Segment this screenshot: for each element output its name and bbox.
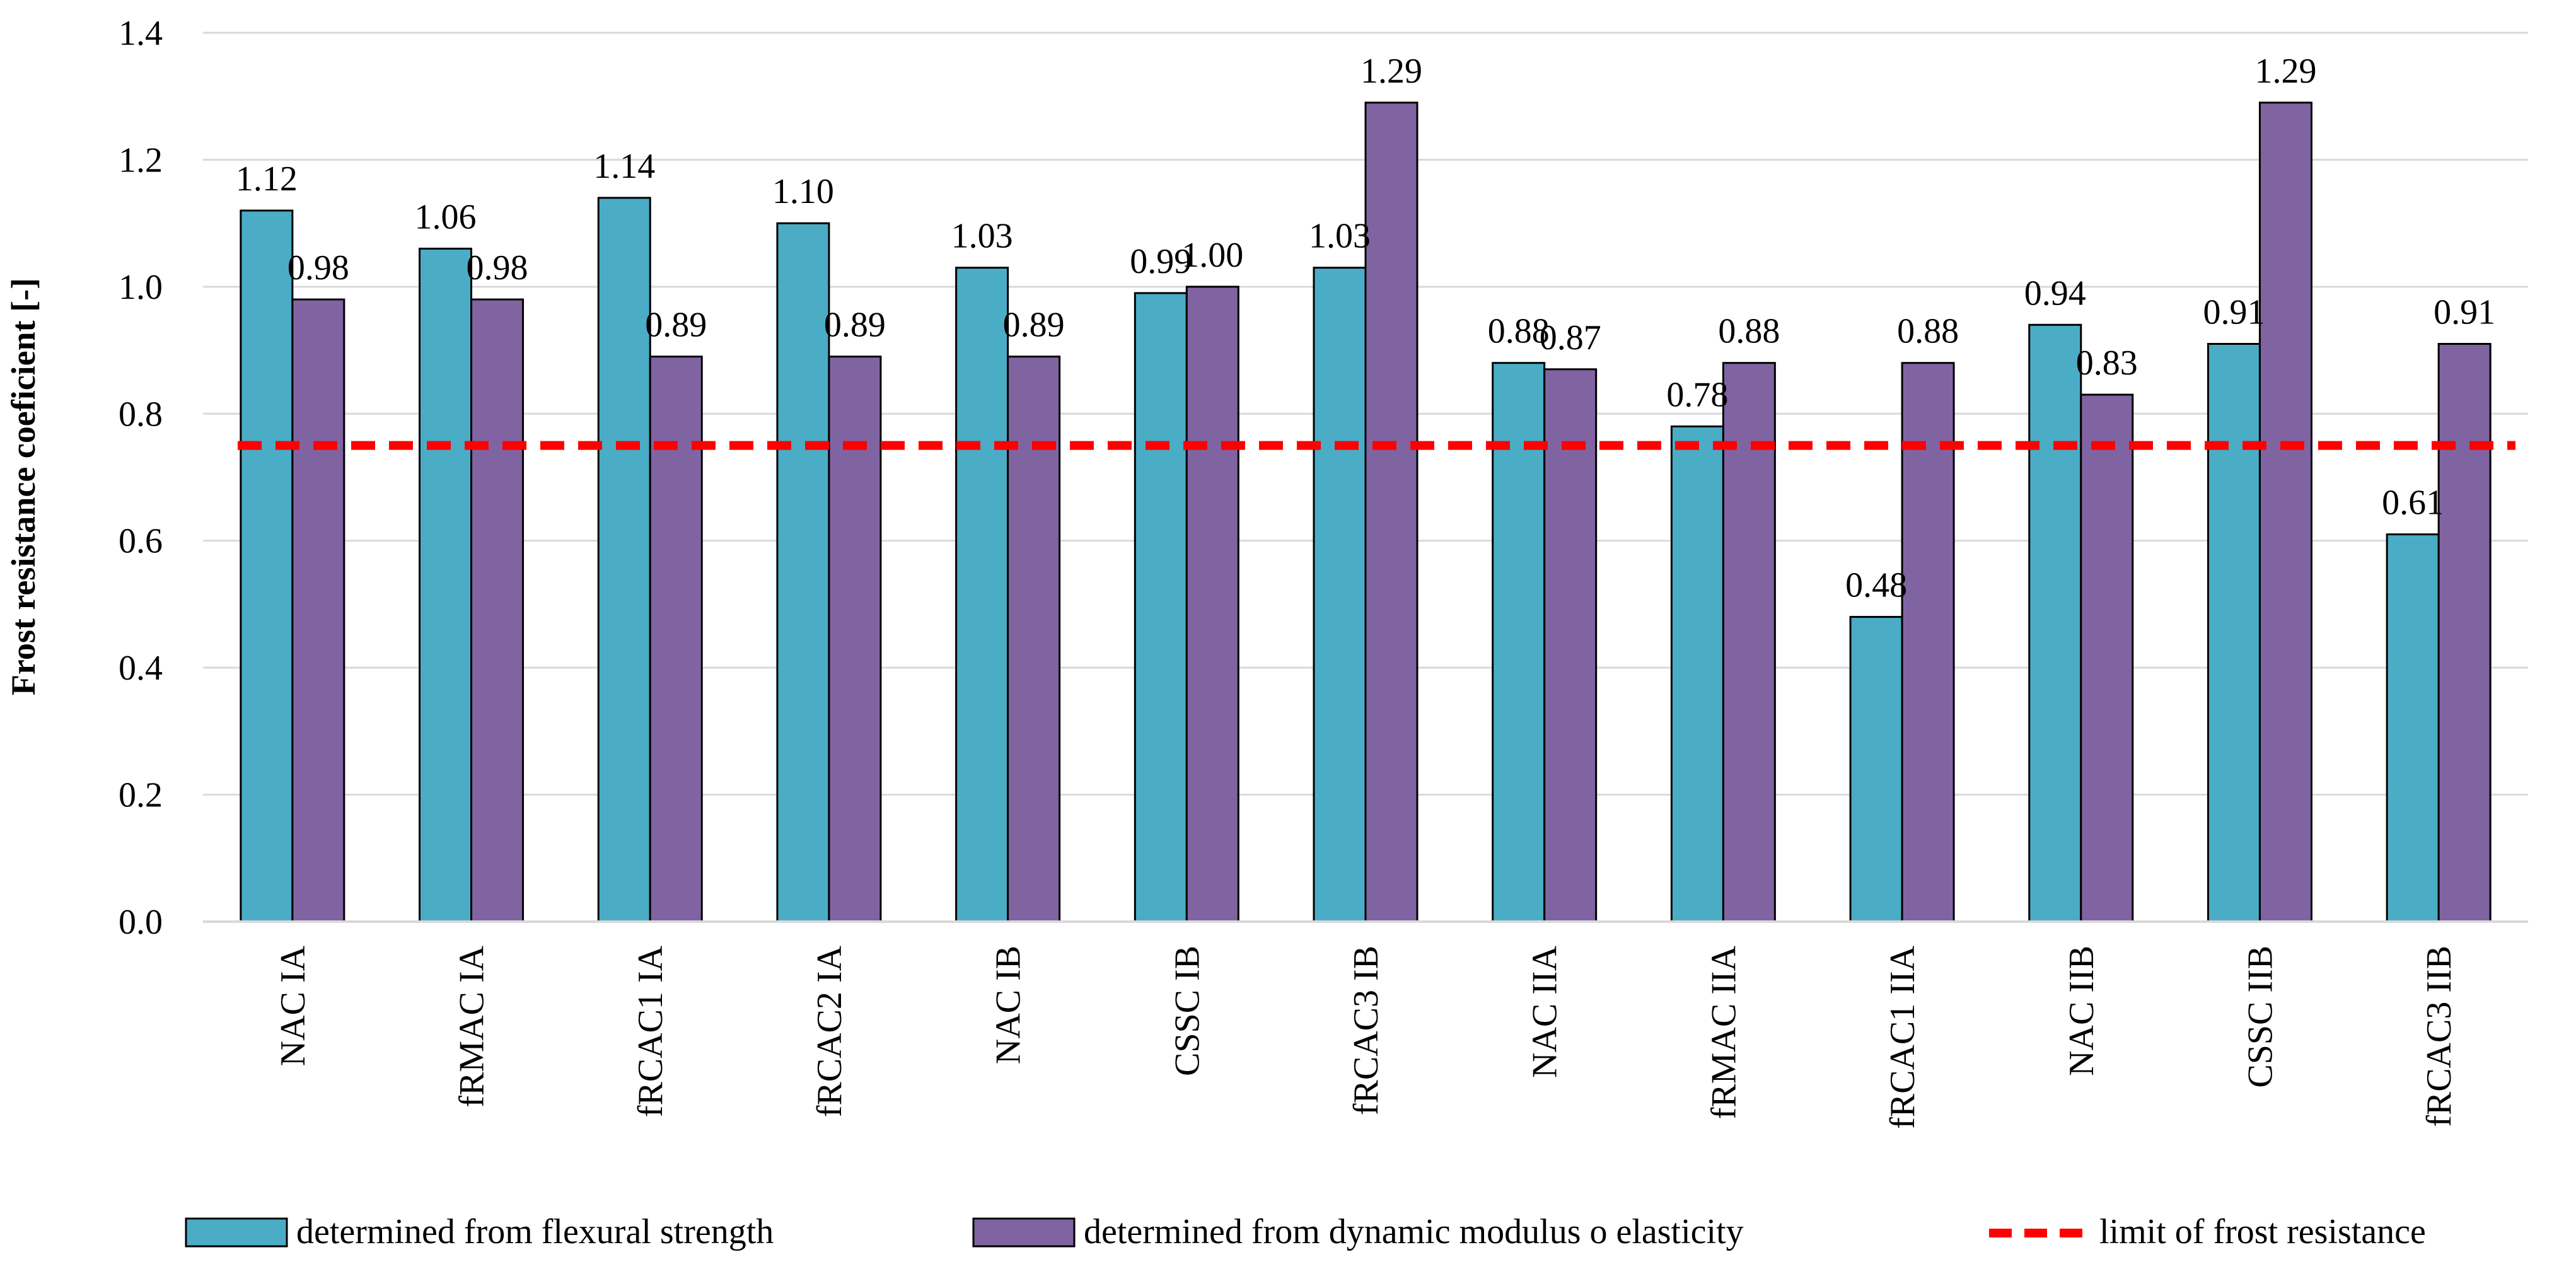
- data-label-flexural: 1.03: [951, 217, 1013, 256]
- data-label-flexural: 0.91: [2203, 293, 2265, 332]
- bar-dynamic: [2258, 101, 2312, 923]
- bar-flexural: [2028, 323, 2082, 923]
- y-tick-label: 1.4: [119, 14, 163, 53]
- x-tick-label: fRCAC2 IA: [810, 945, 849, 1117]
- data-label-flexural: 1.06: [415, 197, 477, 236]
- bar-dynamic: [1543, 368, 1598, 923]
- bar-dynamic: [1185, 286, 1239, 923]
- bar-dynamic: [828, 356, 882, 923]
- data-label-flexural: 1.12: [236, 159, 298, 199]
- data-label-dynamic: 0.88: [1718, 312, 1780, 351]
- bar-flexural: [1313, 267, 1367, 923]
- data-label-flexural: 0.99: [1130, 242, 1192, 281]
- y-axis-ticks: 0.0 0.2 0.4 0.6 0.8 1.0 1.2 1.4: [119, 14, 163, 942]
- bar-dynamic: [2080, 393, 2134, 923]
- bar-dynamic: [2437, 343, 2492, 923]
- data-label-flexural: 1.10: [772, 172, 834, 211]
- bar-flexural: [419, 247, 473, 923]
- data-label-flexural: 0.78: [1666, 375, 1728, 414]
- x-tick-label: fRMAC IIA: [1704, 945, 1743, 1119]
- y-tick-label: 1.2: [119, 141, 163, 180]
- bar-flexural: [2386, 533, 2440, 923]
- bar-dynamic: [1364, 101, 1419, 923]
- data-label-dynamic: 0.98: [287, 248, 349, 287]
- bar-flexural: [1670, 425, 1724, 923]
- x-tick-label: fRCAC3 IIB: [2420, 946, 2459, 1127]
- legend-label-flexural: determined from flexural strength: [296, 1212, 774, 1251]
- legend-swatch-flexural: [185, 1217, 288, 1248]
- x-axis-ticks: NAC IA fRMAC IA fRCAC1 IA fRCAC2 IA NAC IB CS…: [274, 945, 2459, 1128]
- bar-dynamic: [291, 298, 345, 923]
- bar-dynamic: [1722, 362, 1776, 923]
- legend-swatch-dynamic: [972, 1217, 1076, 1248]
- legend: determined from flexural strength determ…: [185, 1212, 2426, 1251]
- x-tick-label: NAC IB: [989, 946, 1028, 1064]
- bar-flexural: [776, 222, 830, 923]
- data-label-flexural: 1.14: [593, 147, 655, 186]
- y-tick-label: 0.8: [119, 395, 163, 434]
- x-tick-label: fRCAC1 IIA: [1883, 945, 1922, 1128]
- bar-dynamic: [470, 298, 525, 923]
- data-label-flexural: 0.61: [2382, 484, 2444, 523]
- bar-flexural: [1134, 292, 1188, 923]
- bar-flexural: [2207, 343, 2261, 923]
- y-tick-label: 0.4: [119, 649, 163, 688]
- data-label-flexural: 0.88: [1488, 312, 1550, 351]
- x-tick-label: NAC IA: [274, 945, 313, 1066]
- data-label-dynamic: 0.88: [1897, 312, 1959, 351]
- x-tick-label: fRCAC3 IB: [1347, 946, 1386, 1115]
- data-label-dynamic: 1.29: [2254, 52, 2316, 91]
- legend-label-limit: limit of frost resistance: [2099, 1212, 2426, 1251]
- data-labels: 1.12 0.98 1.06 0.98 1.14 0.89 1.10 0.89 1.03 0.89…: [236, 52, 2495, 605]
- x-tick-label: CSSC IIB: [2241, 946, 2280, 1088]
- bar-flexural: [240, 209, 294, 923]
- x-tick-label: fRMAC IA: [453, 945, 492, 1107]
- bar-dynamic: [649, 356, 703, 923]
- x-tick-label: NAC IIA: [1526, 945, 1565, 1078]
- bar-flexural: [1492, 362, 1546, 923]
- x-tick-label: NAC IIB: [2062, 946, 2101, 1076]
- y-tick-label: 1.0: [119, 268, 163, 307]
- data-label-dynamic: 0.89: [824, 306, 886, 345]
- data-label-dynamic: 0.89: [645, 306, 707, 345]
- y-tick-label: 0.0: [119, 903, 163, 942]
- x-tick-label: fRCAC1 IA: [631, 945, 670, 1117]
- y-axis-title: Frost resistance coeficient [-]: [4, 278, 42, 695]
- data-label-dynamic: 0.89: [1003, 306, 1065, 345]
- bar-flexural: [1849, 616, 1903, 923]
- y-tick-label: 0.2: [119, 776, 163, 815]
- data-label-dynamic: 1.00: [1181, 236, 1243, 275]
- data-label-dynamic: 0.87: [1540, 318, 1601, 357]
- x-tick-label: CSSC IB: [1168, 946, 1207, 1076]
- data-label-flexural: 0.94: [2024, 274, 2086, 313]
- data-label-dynamic: 1.29: [1361, 52, 1422, 91]
- data-label-flexural: 0.48: [1845, 566, 1907, 605]
- data-label-dynamic: 0.91: [2434, 293, 2495, 332]
- data-label-dynamic: 0.83: [2076, 344, 2138, 383]
- bar-flexural: [597, 197, 651, 923]
- data-label-flexural: 1.03: [1309, 217, 1371, 256]
- data-label-dynamic: 0.98: [467, 248, 528, 287]
- y-tick-label: 0.6: [119, 522, 163, 561]
- legend-label-dynamic: determined from dynamic modulus o elasti…: [1084, 1212, 1744, 1251]
- bars: [240, 101, 2492, 923]
- bar-flexural: [955, 267, 1009, 923]
- bar-dynamic: [1007, 356, 1061, 923]
